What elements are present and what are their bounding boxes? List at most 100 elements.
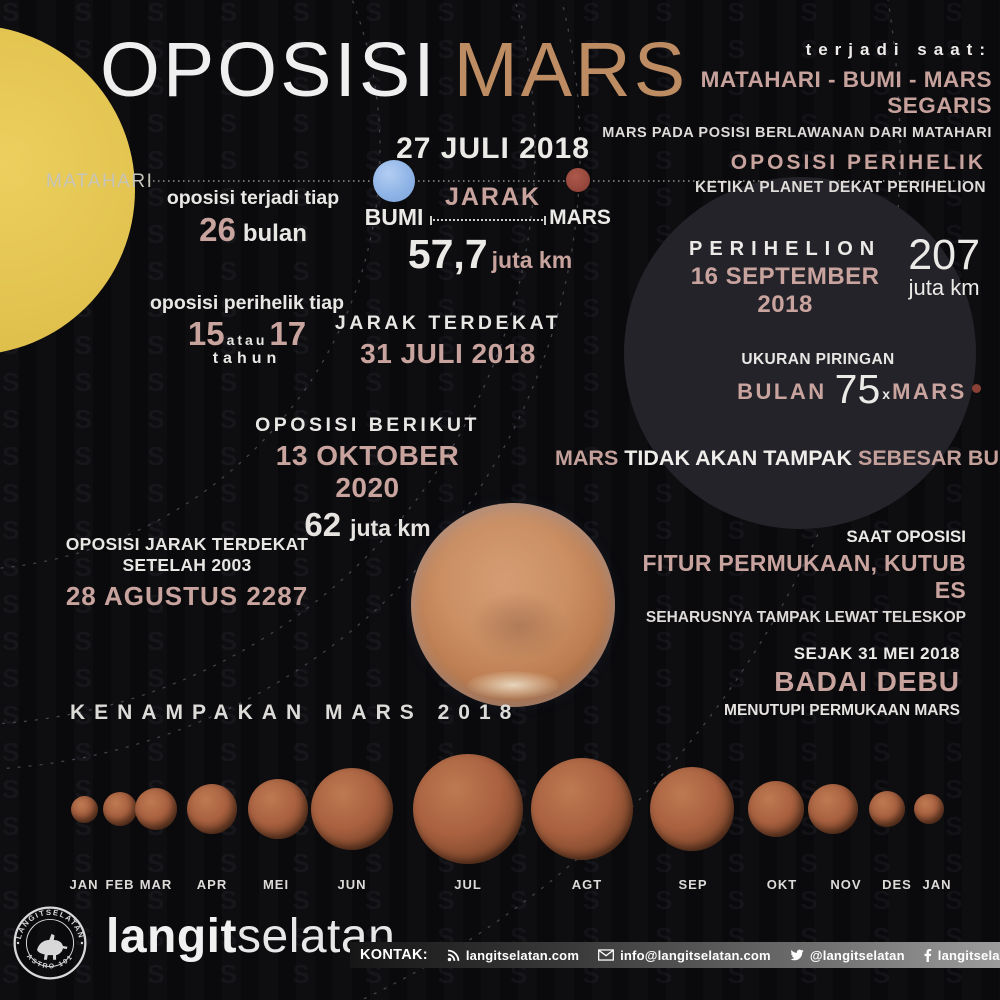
mars-disc [650,767,734,851]
perihelic-subtitle: KETIKA PLANET DEKAT PERIHELION [694,179,986,196]
earth-label: BUMI [364,204,424,230]
cycle-line: oposisi terjadi tiap [166,187,340,209]
distance-value: 57,7 [407,231,488,277]
contact-facebook[interactable]: langitselatan [924,948,1000,963]
title-oposisi: OPOSISI [100,27,438,113]
perihelic-unit: tahun [212,350,282,367]
contact-rss[interactable]: langitselatan.com [447,948,579,963]
mars-photo [411,503,615,707]
contact-twitter[interactable]: @langitselatan [790,948,905,963]
alignment-line: MATAHARI - BUMI - MARS SEGARIS [700,67,992,118]
month-label: JAN [922,877,952,892]
disc-mars-label: MARS [892,379,967,404]
dust-line3: MENUTUPI PERMUKAAN MARS [724,702,960,719]
contact-text: @langitselatan [809,947,905,963]
telescope-line1: SAAT OPOSISI [846,527,966,546]
rss-icon [447,949,460,962]
mars-disc [248,779,308,839]
distance-unit: juta km [491,247,573,273]
month-label: FEB [105,877,135,892]
record-date: 28 AGUSTUS 2287 [65,581,309,611]
perihelic-line: oposisi perihelik tiap [150,292,344,314]
distance-measure-line [430,216,546,229]
svg-text:ASTRO 101: ASTRO 101 [25,953,75,970]
moon-label: BULAN [737,379,827,404]
month-label: MEI [262,877,290,892]
month-label: APR [196,877,228,892]
mars-dot [566,168,590,192]
disc-size-row: BULAN 75 xMARS [720,366,998,413]
perihelic-title-block: OPOSISI PERIHELIK KETIKA PLANET DEKAT PE… [640,151,986,197]
disc-ratio-times: x [882,386,891,402]
mars-label: MARS [549,206,611,229]
opposition-date: 27 JULI 2018 [396,132,590,165]
month-label: JUL [454,877,482,892]
mars-disc [413,754,523,864]
svg-text:LANGITSELATAN: LANGITSELATAN [14,908,86,940]
perihelion-date: 16 SEPTEMBER 2018 [690,263,880,318]
month-label: AGT [571,877,603,892]
mars-disc [135,788,177,830]
contact-text: info@langitselatan.com [620,947,771,963]
mars-size-dot [971,384,981,393]
perihelic-value-1: 15 [187,315,225,352]
perihelic-panel-circle [624,177,976,529]
mars-disc [869,791,905,827]
perihelion-value: 207 [908,231,980,279]
occurs-when-label: terjadi saat: [805,40,992,59]
next-opposition-block: OPOSISI BERIKUT 13 OKTOBER 2020 62 juta k… [255,414,480,544]
brand-bold: langit [106,910,237,963]
month-label: DES [882,877,912,892]
mars-disc [311,768,393,850]
mars-disc [103,792,137,826]
stamp-bottom-text: ASTRO 101 [25,953,73,970]
opposition-cycle-block: oposisi terjadi tiap 26 bulan [148,187,358,249]
cycle-value: 26 [199,211,236,248]
twitter-icon [790,949,804,961]
langitselatan-stamp-logo: LANGITSELATAN ASTRO 101 [13,906,87,980]
perihelic-cycle-block: oposisi perihelik tiap 15 atau17 tahun [138,292,356,368]
perihelion-block: PERIHELION 16 SEPTEMBER 2018 207 juta km [676,234,980,319]
contact-text: langitselatan [937,947,1000,963]
month-label: JAN [69,877,99,892]
appearance-title: KENAMPAKAN MARS 2018 [70,701,521,724]
disc-size-label: UKURAN PIRINGAN [741,351,895,368]
dust-line1: SEJAK 31 MEI 2018 [793,644,960,663]
perihelic-conjunction: atau [226,332,268,348]
month-label: NOV [830,877,862,892]
mars-disc [914,794,944,824]
mail-icon [598,949,615,961]
mars-disc [748,781,804,837]
month-label: MAR [139,877,173,892]
stamp-top-text: LANGITSELATAN [14,908,85,940]
telescope-line2: FITUR PERMUKAAN, KUTUB ES [642,550,966,603]
dust-line2: BADAI DEBU [774,666,960,697]
month-label: SEP [678,877,708,892]
telescope-block: SAAT OPOSISI FITUR PERMUKAAN, KUTUB ES S… [618,527,966,627]
definition-block: terjadi saat: MATAHARI - BUMI - MARS SEG… [600,40,992,141]
dust-storm-block: SEJAK 31 MEI 2018 BADAI DEBU MENUTUPI PE… [620,644,960,720]
next-opposition-date: 13 OKTOBER 2020 [275,440,460,503]
closest-label: JARAK TERDEKAT [334,312,562,334]
next-opposition-unit: juta km [350,515,431,541]
record-label: OPOSISI JARAK TERDEKAT SETELAH 2003 [65,534,309,575]
stamp-rider-icon [37,933,68,960]
next-opposition-label: OPOSISI BERIKUT [255,414,480,436]
distance-value-block: 57,7 juta km [340,231,640,278]
note-mars: MARS [555,446,619,470]
note-rest: SEBESAR BULAN [858,446,1000,470]
record-opposition-block: OPOSISI JARAK TERDEKAT SETELAH 2003 28 A… [28,534,346,612]
cycle-unit: bulan [242,220,307,247]
page-title: OPOSISI MARS [100,26,685,115]
contact-mail[interactable]: info@langitselatan.com [598,948,771,963]
telescope-line3: SEHARUSNYA TAMPAK LEWAT TELESKOP [645,609,966,626]
mars-disc [531,758,633,860]
perihelion-unit: juta km [908,275,980,300]
moon-comparison-note: MARS TIDAK AKAN TAMPAK SEBESAR BULAN [555,446,1000,471]
note-emphasis: TIDAK AKAN TAMPAK [624,446,853,470]
title-mars: MARS [453,27,689,113]
contact-text: langitselatan.com [465,947,580,963]
facebook-icon [924,948,932,962]
mars-disc [808,784,858,834]
